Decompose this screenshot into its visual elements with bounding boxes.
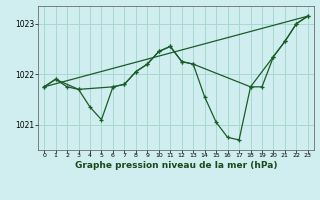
X-axis label: Graphe pression niveau de la mer (hPa): Graphe pression niveau de la mer (hPa) (75, 161, 277, 170)
